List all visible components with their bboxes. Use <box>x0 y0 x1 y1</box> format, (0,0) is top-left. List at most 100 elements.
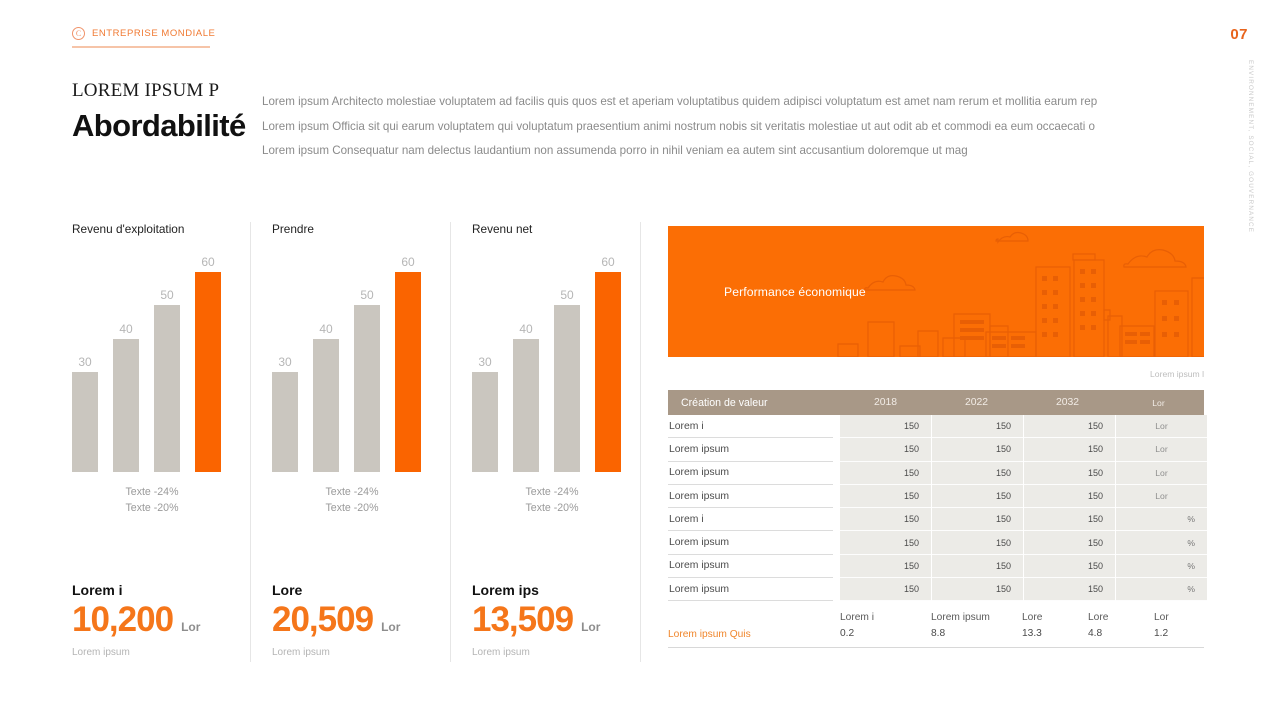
metric-unit: Lor <box>181 620 201 634</box>
bar-value-label: 60 <box>401 255 415 269</box>
row-label: Lorem ipsum <box>668 485 833 509</box>
row-cell: Lor <box>1116 415 1207 439</box>
metric-subtext: Lorem ipsum <box>72 646 130 658</box>
row-cell: Lor <box>1116 484 1207 509</box>
bar-value-label: 40 <box>319 322 333 336</box>
row-cell: 150 <box>840 438 931 462</box>
row-cell: 150 <box>1024 508 1115 532</box>
chart-card-revenu-net: Revenu net 30 40 50 60 <box>450 222 650 662</box>
footer-divider <box>668 647 1204 649</box>
bar-value-label: 30 <box>278 355 292 369</box>
bar-column[interactable]: 30 <box>272 252 298 472</box>
vertical-section-label: ENVIRONNEMENT, SOCIAL, GOUVERNANCE <box>1247 60 1254 234</box>
metric-value: 10,200 <box>72 600 174 639</box>
bar <box>272 372 298 472</box>
bar-value-label: 60 <box>201 255 215 269</box>
bar-column[interactable]: 30 <box>72 252 98 472</box>
table-row[interactable]: Lorem i 150 150 150 Lor <box>668 415 1207 439</box>
page-number: 07 <box>1230 26 1248 43</box>
chart-title: Revenu d'exploitation <box>72 222 185 236</box>
chart-card-group: Revenu d'exploitation 30 40 50 60 <box>72 222 650 662</box>
row-cell: 150 <box>1024 438 1115 462</box>
row-label: Lorem i <box>668 508 833 532</box>
metric-subtext: Lorem ipsum <box>472 646 530 658</box>
row-cell: 150 <box>932 578 1023 602</box>
chart-note-2: Texte -20% <box>525 502 579 514</box>
row-cell: % <box>1116 531 1207 555</box>
footer-col-value: 8.8 <box>931 628 946 640</box>
metric-label: Lorem i <box>72 582 123 598</box>
bar-column[interactable]: 30 <box>472 252 498 472</box>
metric-subtext: Lorem ipsum <box>272 646 330 658</box>
card-divider <box>250 222 251 662</box>
bar-chart: 30 40 50 60 <box>272 240 432 472</box>
brand-lockup: C ENTREPRISE MONDIALE <box>72 27 215 40</box>
chart-note-1: Texte -24% <box>125 486 179 498</box>
metric-block: Lorem ips 13,509 Lor Lorem ipsum <box>472 582 632 658</box>
bar <box>354 305 380 472</box>
table-header-cell: Création de valeur <box>681 396 768 409</box>
bar-column-highlight[interactable]: 60 <box>395 252 421 472</box>
footer-column: Lore 13.3 <box>1022 610 1088 642</box>
metric-unit: Lor <box>381 620 401 634</box>
row-cell: Lor <box>1116 438 1207 462</box>
footer-column: Lorem i 0.2 <box>840 610 931 642</box>
metric-block: Lorem i 10,200 Lor Lorem ipsum <box>72 582 232 658</box>
row-label: Lorem ipsum <box>668 531 833 555</box>
row-cell: 150 <box>840 578 931 602</box>
bar <box>554 305 580 472</box>
footer-col-value: 4.8 <box>1088 628 1103 640</box>
bar-value-label: 30 <box>478 355 492 369</box>
footer-col-value: 13.3 <box>1022 628 1042 640</box>
row-cell: % <box>1116 554 1207 579</box>
row-cell: 150 <box>932 554 1023 579</box>
bar-value-label: 50 <box>560 288 574 302</box>
bar-value-label: 30 <box>78 355 92 369</box>
row-label: Lorem ipsum <box>668 462 833 485</box>
bar-column[interactable]: 40 <box>113 252 139 472</box>
bar-highlighted <box>195 272 221 472</box>
footer-col-value: 1.2 <box>1154 628 1169 640</box>
footer-col-head: Lorem i <box>840 612 874 624</box>
row-cell: 150 <box>840 484 931 509</box>
table-header-row: Création de valeur 2018 2022 2032 Lor <box>668 390 1204 415</box>
intro-paragraph: Lorem ipsum Architecto molestiae volupta… <box>262 90 1167 164</box>
metric-block: Lore 20,509 Lor Lorem ipsum <box>272 582 432 658</box>
row-label: Lorem ipsum <box>668 438 833 462</box>
table-header-cell: 2018 <box>873 397 898 408</box>
bar-column[interactable]: 40 <box>313 252 339 472</box>
card-divider <box>640 222 641 662</box>
bar-value-label: 40 <box>519 322 533 336</box>
bar-column[interactable]: 50 <box>554 252 580 472</box>
banner-sub-caption: Lorem ipsum l <box>1150 369 1204 379</box>
table-row[interactable]: Lorem ipsum 150 150 150 % <box>668 578 1207 602</box>
table-body: Lorem i 150 150 150 Lor Lorem ipsum 150 … <box>668 415 1207 602</box>
footer-column: Lore 4.8 <box>1088 610 1154 642</box>
metric-value: 13,509 <box>472 600 574 639</box>
row-cell: 150 <box>840 415 931 439</box>
row-cell: 150 <box>932 415 1023 439</box>
table-header-cell: Lor <box>1152 397 1165 408</box>
title-main: Abordabilité <box>72 108 246 143</box>
footer-column: Lorem ipsum 8.8 <box>931 610 1022 642</box>
table-row[interactable]: Lorem ipsum 150 150 150 Lor <box>668 461 1207 485</box>
bar-column[interactable]: 50 <box>354 252 380 472</box>
table-row[interactable]: Lorem ipsum 150 150 150 Lor <box>668 438 1207 462</box>
table-row[interactable]: Lorem ipsum 150 150 150 % <box>668 531 1207 555</box>
table-row[interactable]: Lorem i 150 150 150 % <box>668 508 1207 532</box>
footer-col-value: 0.2 <box>840 628 855 640</box>
footer-column: Lor 1.2 <box>1154 610 1220 642</box>
table-row[interactable]: Lorem ipsum 150 150 150 % <box>668 554 1207 579</box>
row-cell: 150 <box>1024 461 1115 485</box>
performance-banner: Performance économique <box>668 226 1204 357</box>
bar-column-highlight[interactable]: 60 <box>195 252 221 472</box>
bar-column[interactable]: 40 <box>513 252 539 472</box>
chart-notes: Texte -24% Texte -20% <box>272 484 432 516</box>
bar-column[interactable]: 50 <box>154 252 180 472</box>
table-row[interactable]: Lorem ipsum 150 150 150 Lor <box>668 484 1207 509</box>
row-cell: 150 <box>1024 554 1115 579</box>
chart-note-2: Texte -20% <box>125 502 179 514</box>
bar-column-highlight[interactable]: 60 <box>595 252 621 472</box>
title-eyebrow: LOREM IPSUM P <box>72 80 220 101</box>
table-footer: Lorem ipsum Quis Lorem i 0.2 Lorem ipsum… <box>668 610 1204 649</box>
